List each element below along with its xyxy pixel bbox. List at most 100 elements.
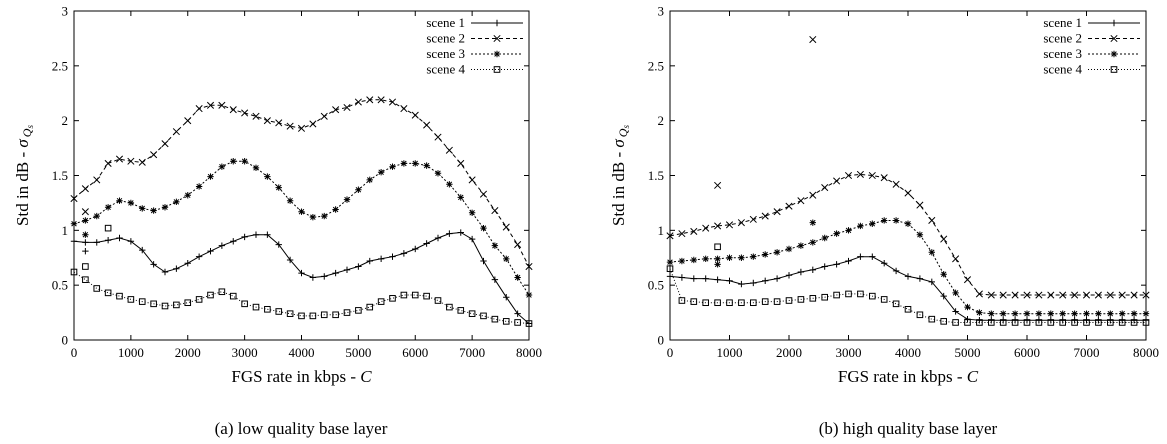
- data-point: [82, 217, 89, 224]
- data-point: [116, 292, 123, 300]
- data-point: [976, 309, 983, 316]
- data-point: [678, 257, 686, 265]
- x-tick-label: 4000: [289, 345, 315, 360]
- data-point: [892, 180, 900, 188]
- x-tick-label: 1000: [118, 345, 144, 360]
- data-point: [412, 160, 419, 167]
- data-point: [116, 234, 123, 242]
- data-point: [714, 299, 721, 307]
- data-point: [714, 255, 721, 263]
- data-point: [916, 275, 924, 282]
- data-point: [355, 307, 362, 314]
- data-point: [446, 230, 453, 237]
- data-point: [491, 315, 499, 323]
- data-point: [773, 208, 781, 216]
- data-point: [173, 198, 180, 206]
- data-point: [502, 318, 510, 325]
- series-line: [73, 271, 530, 325]
- panel-b: 0 1000 2000 3000 4000 5000 6000 7000 8000 0 0.5 1 1.…: [609, 4, 1159, 439]
- data-point: [988, 319, 995, 326]
- data-point: [321, 273, 328, 280]
- data-point: [809, 239, 816, 246]
- data-point: [241, 233, 248, 241]
- data-point: [1047, 319, 1055, 326]
- data-point: [116, 197, 123, 204]
- data-point: [93, 239, 100, 246]
- data-point: [1059, 310, 1066, 317]
- data-point: [70, 220, 78, 227]
- y-tick-label: 2: [658, 113, 665, 128]
- data-point: [702, 224, 710, 232]
- data-point: [206, 101, 215, 109]
- data-point: [975, 290, 983, 298]
- data-point: [127, 157, 135, 165]
- data-point: [514, 319, 521, 326]
- data-point: [275, 308, 283, 315]
- data-point: [161, 268, 169, 276]
- data-point: [666, 265, 674, 273]
- data-point: [377, 255, 385, 263]
- y-tick-label: 0: [658, 333, 665, 348]
- data-point: [869, 253, 876, 260]
- data-point: [502, 223, 510, 231]
- data-point: [514, 274, 521, 281]
- data-point: [230, 158, 237, 165]
- data-point: [400, 160, 408, 167]
- data-point: [1095, 310, 1102, 317]
- data-point: [82, 239, 89, 246]
- data-point: [252, 164, 260, 172]
- series-scene-2: [70, 96, 533, 271]
- legend-label: scene 3: [426, 46, 465, 61]
- data-point: [964, 303, 971, 311]
- data-point: [773, 275, 781, 282]
- data-point: [457, 307, 465, 314]
- data-point: [857, 222, 864, 230]
- data-point: [1095, 317, 1102, 324]
- data-point: [195, 183, 203, 190]
- data-point: [309, 213, 317, 221]
- data-point: [1107, 317, 1114, 324]
- data-point: [457, 229, 464, 236]
- x-axis-label: FGS rate in kbps - C: [231, 367, 372, 386]
- data-point: [104, 289, 112, 297]
- data-point: [297, 124, 306, 132]
- x-tick-label: 2000: [776, 345, 802, 360]
- data-point: [1130, 291, 1138, 299]
- data-point: [229, 292, 237, 300]
- data-point: [738, 280, 745, 288]
- data-point: [332, 106, 340, 114]
- data-point: [355, 263, 362, 270]
- outlier-point: [104, 224, 112, 232]
- data-point: [332, 311, 339, 319]
- data-point: [309, 120, 317, 128]
- data-point: [1119, 310, 1126, 317]
- data-point: [821, 263, 828, 270]
- outlier-point: [81, 208, 89, 216]
- series-scene-4: [666, 265, 1150, 326]
- data-point: [286, 256, 294, 264]
- data-point: [857, 253, 864, 260]
- data-point: [821, 184, 829, 192]
- data-point: [714, 222, 722, 230]
- data-point: [218, 101, 226, 109]
- data-point: [457, 159, 465, 167]
- data-point: [1130, 319, 1138, 326]
- data-point: [468, 209, 476, 216]
- data-point: [904, 220, 912, 227]
- data-point: [904, 273, 912, 280]
- data-point: [1119, 317, 1126, 324]
- data-point: [388, 98, 397, 106]
- data-point: [702, 255, 709, 263]
- data-point: [666, 232, 674, 240]
- data-point: [809, 191, 817, 199]
- data-point: [525, 262, 533, 271]
- data-point: [150, 300, 157, 308]
- data-point: [150, 261, 157, 268]
- data-point: [207, 173, 214, 180]
- data-point: [423, 292, 430, 300]
- data-point: [446, 303, 453, 311]
- data-point: [940, 271, 947, 278]
- data-point: [833, 291, 840, 299]
- data-point: [241, 300, 248, 308]
- legend-marker: [493, 19, 501, 27]
